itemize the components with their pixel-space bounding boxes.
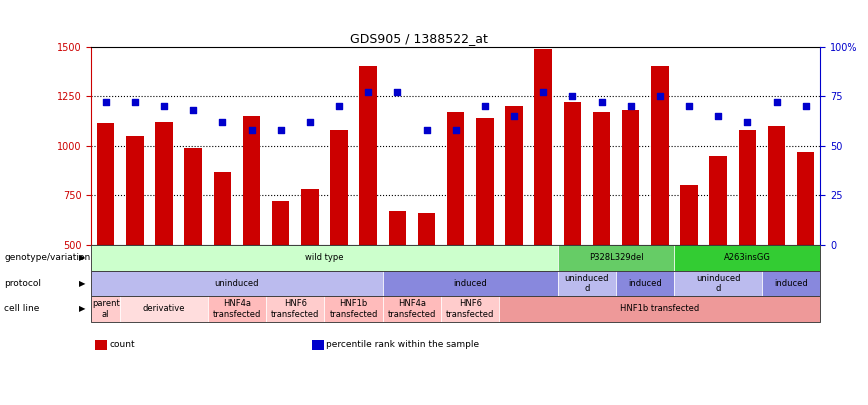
Bar [207,296,266,322]
Point [273,127,287,133]
Point [536,89,550,96]
Bar [389,211,406,344]
Point [770,99,784,105]
Bar [359,66,377,344]
Bar [243,116,260,344]
Bar [91,271,383,296]
Bar [558,245,674,271]
Point [595,99,608,105]
Bar [616,271,674,296]
Bar [593,112,610,344]
Bar [121,296,207,322]
Text: uninduced
d: uninduced d [696,274,740,293]
Bar [126,136,143,344]
Point [128,99,141,105]
Bar [622,110,640,344]
Text: ▶: ▶ [79,253,86,262]
Title: GDS905 / 1388522_at: GDS905 / 1388522_at [351,32,488,45]
Text: induced: induced [774,279,808,288]
Bar [739,130,756,344]
Text: uninduced
d: uninduced d [565,274,609,293]
Text: HNF1b transfected: HNF1b transfected [621,304,700,313]
Text: derivative: derivative [143,304,185,313]
Text: protocol: protocol [4,279,42,288]
Point [187,107,201,113]
Bar [674,271,762,296]
Bar [768,126,786,344]
Text: ▶: ▶ [79,304,86,313]
Bar [558,271,616,296]
Point [565,93,579,100]
Bar [331,130,348,344]
Text: HNF4a
transfected: HNF4a transfected [213,299,261,318]
Bar [266,296,325,322]
Bar [272,201,289,344]
Bar [563,102,581,344]
Bar [91,296,121,322]
Point [711,113,725,119]
Text: cell line: cell line [4,304,40,313]
Bar [301,190,319,344]
Point [799,103,812,109]
Bar [441,296,499,322]
Point [507,113,521,119]
Text: wild type: wild type [306,253,344,262]
Bar [709,156,727,344]
Bar [95,340,107,350]
Text: genotype/variation: genotype/variation [4,253,90,262]
Bar [418,213,435,344]
Text: count: count [109,340,135,349]
Bar [185,148,202,344]
Text: induced: induced [628,279,662,288]
Point [653,93,667,100]
Bar [477,118,494,344]
Point [361,89,375,96]
Bar [312,340,324,350]
Text: P328L329del: P328L329del [589,253,643,262]
Bar [325,296,383,322]
Point [157,103,171,109]
Point [215,119,229,125]
Bar [214,172,231,344]
Bar [681,185,698,344]
Bar [91,245,558,271]
Text: percentile rank within the sample: percentile rank within the sample [326,340,479,349]
Point [740,119,754,125]
Bar [447,112,464,344]
Text: A263insGG: A263insGG [724,253,771,262]
Point [99,99,113,105]
Bar [383,271,558,296]
Bar [383,296,441,322]
Text: ▶: ▶ [79,279,86,288]
Text: HNF6
transfected: HNF6 transfected [271,299,319,318]
Bar [505,106,523,344]
Point [419,127,433,133]
Point [332,103,346,109]
Bar [155,122,173,344]
Bar [674,245,820,271]
Text: parent
al: parent al [92,299,120,318]
Bar [651,66,668,344]
Bar [535,49,552,344]
Text: HNF1b
transfected: HNF1b transfected [330,299,378,318]
Point [449,127,463,133]
Bar [762,271,820,296]
Text: uninduced: uninduced [214,279,260,288]
Text: induced: induced [453,279,487,288]
Text: HNF6
transfected: HNF6 transfected [446,299,495,318]
Bar [797,152,814,344]
Point [624,103,638,109]
Bar [499,296,820,322]
Point [391,89,404,96]
Text: HNF4a
transfected: HNF4a transfected [388,299,436,318]
Point [245,127,259,133]
Bar [97,123,115,344]
Point [478,103,492,109]
Point [682,103,696,109]
Point [303,119,317,125]
